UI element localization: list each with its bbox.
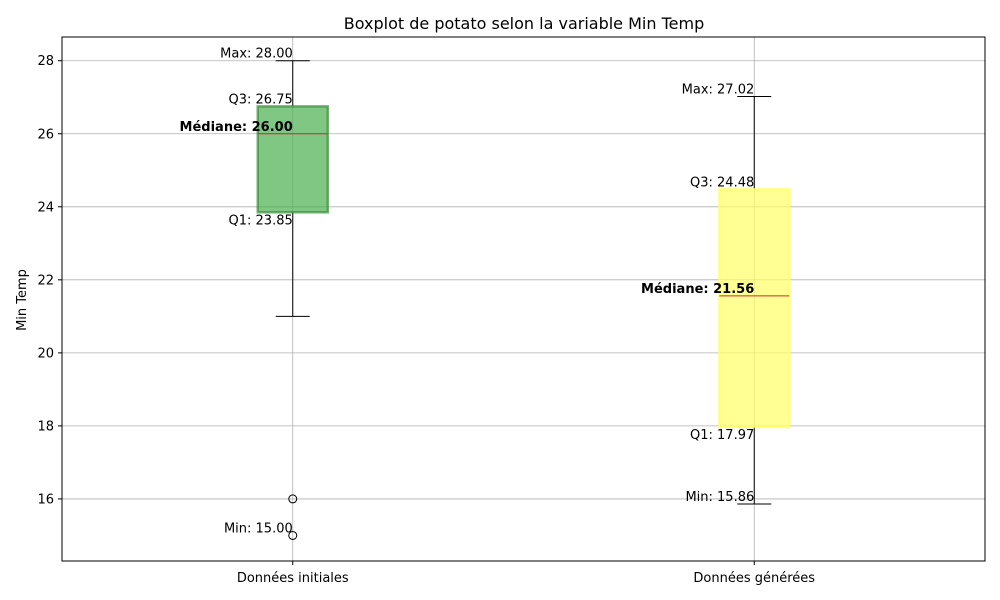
y-tick-label: 28 — [37, 54, 54, 69]
q3-label: Q3: 24.48 — [690, 175, 754, 190]
y-tick-label: 24 — [37, 200, 54, 215]
boxes — [256, 60, 791, 540]
axes: 16 18 20 22 24 26 28 Données initiales Données g… — [37, 54, 815, 586]
y-tick-label: 18 — [37, 419, 54, 434]
x-tick-label: Données générées — [693, 571, 815, 586]
y-tick-label: 26 — [37, 127, 54, 142]
iqr-box — [718, 188, 791, 429]
min-label: Min: 15.00 — [224, 521, 293, 536]
y-axis-label: Min Temp — [15, 269, 30, 331]
x-tick-label: Données initiales — [237, 571, 349, 586]
annotations: Max: 28.00 Q3: 26.75 Médiane: 26.00 Q1: 23.… — [180, 47, 755, 537]
y-tick-label: 20 — [37, 346, 54, 361]
min-label: Min: 15.86 — [685, 490, 754, 505]
outlier-point — [288, 530, 298, 540]
q1-label: Q1: 23.85 — [229, 213, 293, 228]
median-label: Médiane: 21.56 — [641, 282, 754, 297]
iqr-box — [256, 105, 329, 214]
box-2 — [718, 96, 791, 505]
box-1 — [256, 60, 329, 540]
max-label: Max: 27.02 — [682, 83, 755, 98]
outlier-point — [288, 494, 298, 504]
chart-title: Boxplot de potato selon la variable Min … — [344, 14, 704, 33]
q1-label: Q1: 17.97 — [690, 428, 754, 443]
y-tick-label: 22 — [37, 273, 54, 288]
plot-frame — [61, 36, 986, 562]
grid-lines — [62, 37, 985, 561]
q3-label: Q3: 26.75 — [229, 92, 293, 107]
max-label: Max: 28.00 — [220, 47, 293, 62]
y-tick-label: 16 — [37, 492, 54, 507]
median-label: Médiane: 26.00 — [180, 120, 293, 135]
